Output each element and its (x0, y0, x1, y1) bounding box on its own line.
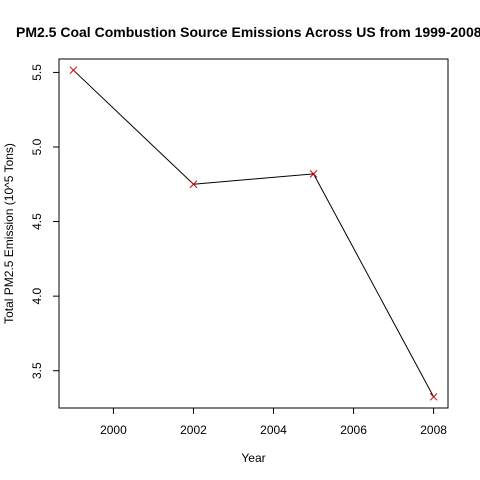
y-axis: 3.5 4.0 4.5 5.0 5.5 (30, 64, 59, 379)
x-tick-label: 2004 (260, 423, 287, 437)
x-tick-label: 2006 (340, 423, 367, 437)
plot-frame (58, 58, 449, 409)
y-tick-label: 4.0 (30, 287, 44, 304)
y-tick-label: 4.5 (30, 213, 44, 230)
data-point (309, 169, 318, 178)
x-tick-label: 2000 (100, 423, 127, 437)
x-tick-label: 2008 (420, 423, 447, 437)
series-line (73, 69, 435, 398)
y-tick-label: 5.0 (30, 138, 44, 155)
x-axis: 2000 2002 2004 2006 2008 (100, 408, 447, 437)
data-point (429, 392, 438, 401)
x-axis-label: Year (241, 451, 265, 465)
chart-title: PM2.5 Coal Combustion Source Emissions A… (16, 24, 480, 40)
series (69, 66, 438, 401)
x-tick-label: 2002 (180, 423, 207, 437)
data-point (189, 180, 198, 189)
y-tick-label: 3.5 (30, 362, 44, 379)
data-point (69, 66, 78, 75)
y-axis-label: Total PM2.5 Emission (10^5 Tons) (2, 143, 16, 324)
y-tick-label: 5.5 (30, 64, 44, 81)
